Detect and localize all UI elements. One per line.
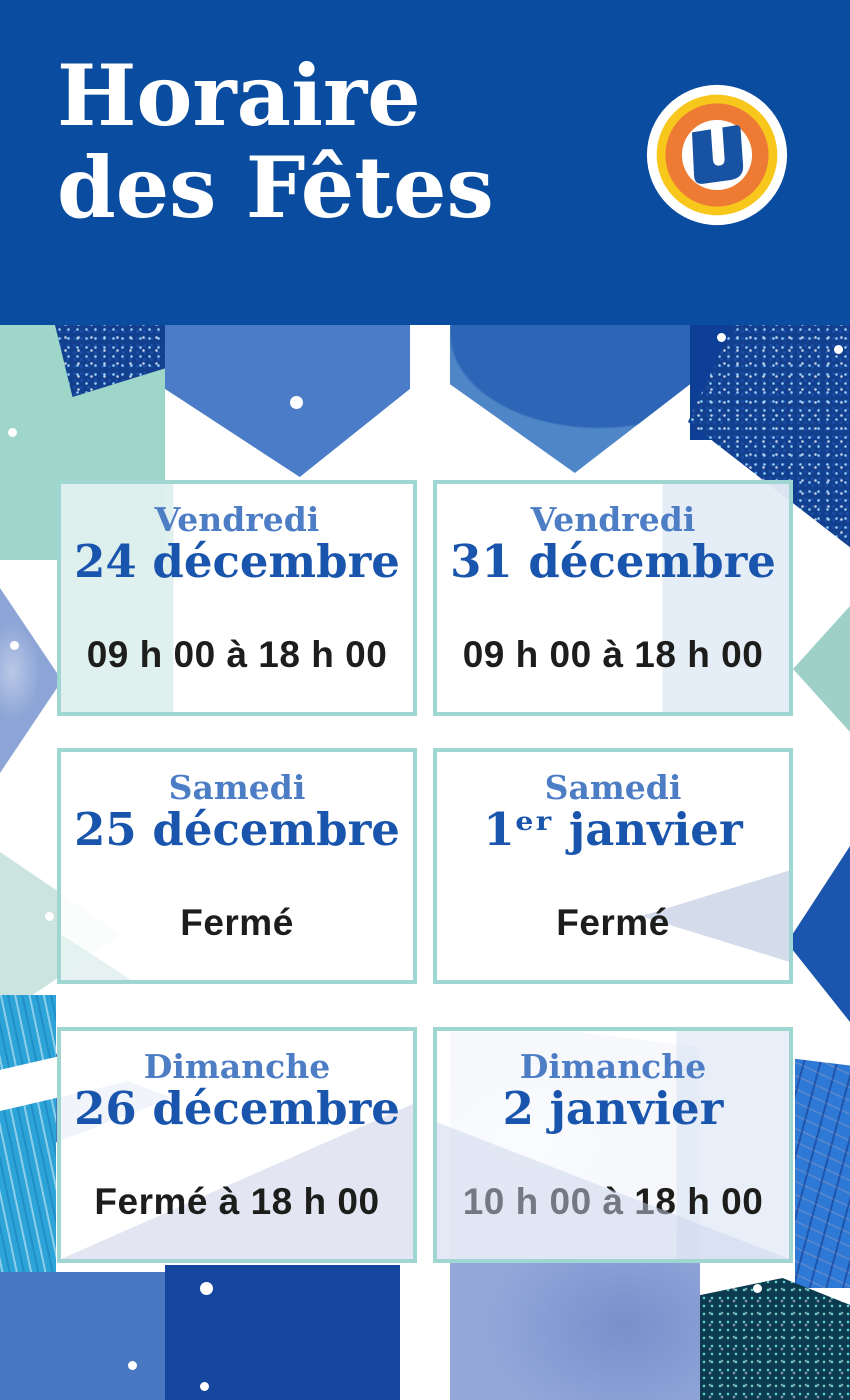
schedule-card-content: Samedi 25 décembre Fermé bbox=[61, 752, 413, 980]
date-label: 2 janvier bbox=[502, 1082, 724, 1136]
snow-dot bbox=[834, 345, 843, 354]
schedule-card: Vendredi 24 décembre 09 h 00 à 18 h 00 bbox=[57, 480, 417, 716]
schedule-card-content: Samedi 1ᵉʳ janvier Fermé bbox=[437, 752, 789, 980]
bg-teal-triangle-right bbox=[793, 606, 850, 732]
snow-dot bbox=[200, 1282, 213, 1295]
hours-label: 09 h 00 à 18 h 00 bbox=[86, 634, 388, 675]
snow-dot bbox=[10, 641, 19, 650]
snow-dot bbox=[128, 1361, 137, 1370]
bg-periwinkle-triangle-left bbox=[0, 588, 62, 773]
schedule-card: Dimanche 2 janvier 10 h 00 à 18 h 00 bbox=[433, 1027, 793, 1263]
day-label: Samedi bbox=[168, 768, 306, 807]
bg-cracked-paint-tile bbox=[795, 1030, 850, 1288]
date-label: 26 décembre bbox=[74, 1082, 400, 1136]
hours-label: Fermé bbox=[180, 902, 294, 943]
day-label: Vendredi bbox=[154, 500, 320, 539]
schedule-card: Samedi 1ᵉʳ janvier Fermé bbox=[433, 748, 793, 984]
schedule-card: Dimanche 26 décembre Fermé à 18 h 00 bbox=[57, 1027, 417, 1263]
page-title-line2: des Fêtes bbox=[57, 137, 494, 237]
day-label: Dimanche bbox=[519, 1047, 707, 1086]
date-label: 24 décembre bbox=[74, 535, 400, 589]
bg-glitter-tile-bottom-right bbox=[700, 1278, 850, 1400]
date-label: 25 décembre bbox=[74, 803, 400, 857]
snow-dot bbox=[200, 1382, 209, 1391]
day-label: Dimanche bbox=[143, 1047, 331, 1086]
snow-dot bbox=[8, 428, 17, 437]
schedule-card-content: Vendredi 24 décembre 09 h 00 à 18 h 00 bbox=[61, 484, 413, 712]
u-logo-icon bbox=[646, 84, 788, 226]
page-title: Horaire des Fêtes bbox=[57, 50, 494, 233]
schedule-card-content: Vendredi 31 décembre 09 h 00 à 18 h 00 bbox=[437, 484, 789, 712]
schedule-card: Samedi 25 décembre Fermé bbox=[57, 748, 417, 984]
schedule-card-content: Dimanche 2 janvier 10 h 00 à 18 h 00 bbox=[437, 1031, 789, 1259]
page-title-line1: Horaire bbox=[57, 46, 421, 145]
date-label: 31 décembre bbox=[450, 535, 776, 589]
hours-label: Fermé bbox=[556, 902, 670, 943]
bg-royal-triangle-right bbox=[787, 846, 850, 1022]
snow-dot bbox=[753, 1284, 762, 1293]
bg-blue-chevron-right bbox=[450, 325, 690, 473]
header-banner: Horaire des Fêtes bbox=[0, 0, 850, 325]
schedule-card: Vendredi 31 décembre 09 h 00 à 18 h 00 bbox=[433, 480, 793, 716]
hours-label: 10 h 00 à 18 h 00 bbox=[462, 1181, 764, 1222]
day-label: Vendredi bbox=[530, 500, 696, 539]
schedule-card-content: Dimanche 26 décembre Fermé à 18 h 00 bbox=[61, 1031, 413, 1259]
snow-dot bbox=[45, 912, 54, 921]
hours-label: 09 h 00 à 18 h 00 bbox=[462, 634, 764, 675]
bg-blue-chevron-left bbox=[165, 325, 410, 477]
bg-tile-medium-blue-bottom bbox=[0, 1272, 168, 1400]
day-label: Samedi bbox=[544, 768, 682, 807]
snow-dot bbox=[717, 333, 726, 342]
snow-dot bbox=[290, 396, 303, 409]
hours-label: Fermé à 18 h 00 bbox=[94, 1181, 380, 1222]
date-label: 1ᵉʳ janvier bbox=[483, 803, 743, 857]
